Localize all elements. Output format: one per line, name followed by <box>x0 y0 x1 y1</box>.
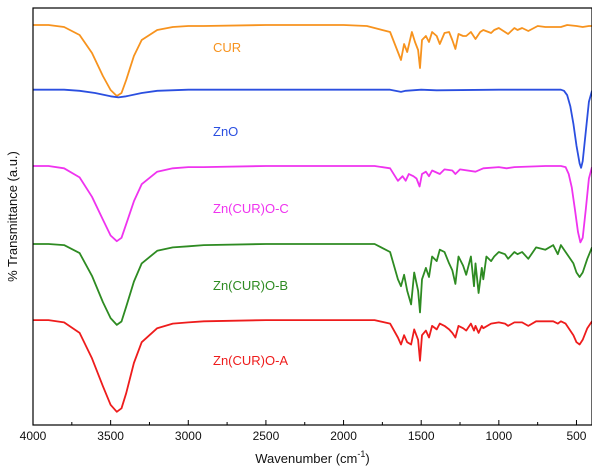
series-layer <box>33 24 592 413</box>
y-axis-title: % Transmittance (a.u.) <box>5 151 20 282</box>
x-tick-label: 3000 <box>175 429 202 443</box>
x-tick-label: 2500 <box>253 429 280 443</box>
series-line-4 <box>33 243 592 326</box>
series-line-2 <box>33 88 592 169</box>
series-line-1 <box>33 24 592 97</box>
series-label-2: ZnO <box>213 124 238 139</box>
series-labels: CUR ZnO Zn(CUR)O-C Zn(CUR)O-B Zn(CUR)O-A <box>213 40 289 368</box>
x-tick-label: 2000 <box>330 429 357 443</box>
x-axis-title-close: ) <box>365 451 369 466</box>
ticks-layer: 4000 3500 3000 2500 2000 1500 1000 500 <box>20 420 587 443</box>
series-line-3 <box>33 165 592 244</box>
x-tick-label: 3500 <box>97 429 124 443</box>
x-axis-title-main: Wavenumber (cm <box>255 451 357 466</box>
x-tick-label: 1000 <box>485 429 512 443</box>
series-label-5: Zn(CUR)O-A <box>213 353 288 368</box>
series-line-5 <box>33 319 592 413</box>
plot-frame <box>32 7 592 426</box>
x-axis-title-sup: -1 <box>357 449 365 459</box>
x-tick-label: 4000 <box>20 429 47 443</box>
x-tick-label: 1500 <box>408 429 435 443</box>
series-label-3: Zn(CUR)O-C <box>213 201 289 216</box>
series-label-4: Zn(CUR)O-B <box>213 278 288 293</box>
x-tick-label: 500 <box>566 429 586 443</box>
x-axis-title: Wavenumber (cm-1) <box>255 449 369 466</box>
series-label-1: CUR <box>213 40 241 55</box>
